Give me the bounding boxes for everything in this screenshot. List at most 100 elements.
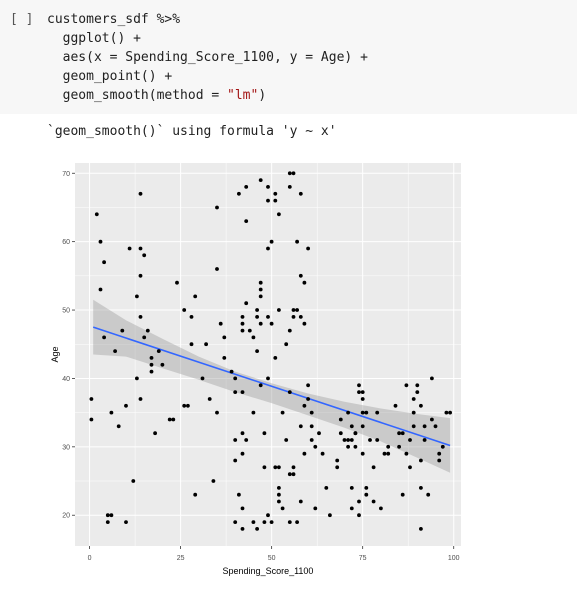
data-point (109, 513, 114, 518)
data-point (298, 315, 303, 319)
data-point (251, 410, 256, 415)
y-axis: 20 30 40 50 60 70 (62, 171, 75, 520)
data-point (98, 287, 103, 292)
data-point (419, 403, 423, 408)
data-point (368, 438, 372, 442)
data-point (404, 451, 409, 456)
data-point (102, 335, 106, 340)
data-point (266, 185, 270, 189)
data-point (193, 492, 198, 497)
data-point (353, 444, 358, 449)
y-tick-label: 40 (62, 376, 70, 383)
data-point (309, 410, 314, 415)
scatter-plot: 0 25 50 75 100 20 30 40 50 60 70 Spending_Score_1… (50, 163, 461, 576)
code-cell: [ ] customers_sdf %>% ggplot() + aes(x =… (0, 0, 577, 114)
data-point (291, 308, 296, 312)
data-point (240, 506, 245, 511)
data-point (397, 444, 401, 449)
data-point (156, 349, 161, 353)
code-line-4: geom_point() + (47, 69, 173, 84)
data-point (277, 308, 281, 312)
data-point (182, 308, 187, 312)
data-point (240, 451, 245, 456)
data-point (229, 369, 234, 374)
data-point (393, 403, 398, 408)
data-point (255, 527, 259, 531)
data-point (266, 376, 270, 381)
data-point (153, 431, 157, 436)
data-point (349, 486, 354, 490)
x-axis-label: Spending_Score_1100 (223, 566, 314, 576)
data-point (335, 465, 340, 470)
data-point (433, 424, 438, 429)
output-message: `geom_smooth()` using formula 'y ~ x' (47, 124, 337, 139)
data-point (411, 424, 416, 429)
data-point (397, 431, 401, 436)
data-point (269, 321, 274, 326)
x-tick-label: 25 (177, 555, 185, 562)
data-point (124, 520, 128, 524)
data-point (277, 465, 281, 470)
data-point (89, 397, 94, 401)
data-point (135, 294, 139, 299)
data-point (105, 520, 110, 524)
data-point (317, 431, 321, 436)
data-point (309, 424, 314, 429)
data-point (306, 246, 310, 251)
code-line-3: aes(x = Spending_Score_1100, y = Age) + (47, 50, 368, 65)
data-point (426, 492, 431, 497)
data-point (287, 328, 292, 333)
data-point (411, 410, 416, 415)
data-point (437, 451, 442, 456)
data-point (240, 390, 245, 394)
data-point (273, 465, 278, 470)
data-point (324, 486, 329, 490)
data-point (346, 438, 350, 442)
data-point (422, 438, 427, 442)
data-point (89, 417, 94, 422)
data-point (273, 198, 278, 203)
data-point (371, 499, 376, 504)
data-point (138, 273, 143, 278)
data-point (240, 527, 245, 531)
data-point (251, 335, 256, 340)
data-point (138, 397, 143, 401)
data-point (408, 438, 412, 442)
code-editor[interactable]: customers_sdf %>% ggplot() + aes(x = Spe… (47, 10, 368, 105)
data-point (306, 397, 310, 401)
data-point (269, 239, 274, 244)
code-line-5: geom_smooth(method = "lm") (47, 86, 368, 105)
data-point (269, 520, 274, 524)
data-point (338, 431, 343, 436)
data-point (302, 280, 307, 285)
data-point (135, 376, 139, 381)
data-point (338, 417, 343, 422)
data-point (335, 458, 340, 463)
data-point (346, 444, 350, 449)
data-point (258, 321, 263, 326)
run-cell-button[interactable]: [ ] (10, 12, 34, 27)
data-point (419, 486, 423, 490)
data-point (124, 403, 128, 408)
data-point (298, 499, 303, 504)
data-point (382, 451, 387, 456)
data-point (280, 506, 285, 511)
data-point (207, 397, 212, 401)
data-point (215, 205, 219, 210)
data-point (375, 410, 380, 415)
data-point (258, 280, 263, 285)
data-point (94, 212, 99, 217)
data-point (302, 321, 307, 326)
data-point (419, 527, 423, 531)
data-point (233, 520, 238, 524)
code-smooth-prefix: geom_smooth(method = (47, 88, 228, 103)
x-axis: 0 25 50 75 100 (88, 546, 460, 562)
data-point (189, 342, 194, 347)
data-point (262, 465, 267, 470)
data-point (247, 328, 252, 333)
data-point (258, 287, 263, 292)
data-point (364, 486, 369, 490)
data-point (138, 246, 143, 251)
x-tick-label: 0 (88, 555, 92, 562)
data-point (266, 198, 270, 203)
